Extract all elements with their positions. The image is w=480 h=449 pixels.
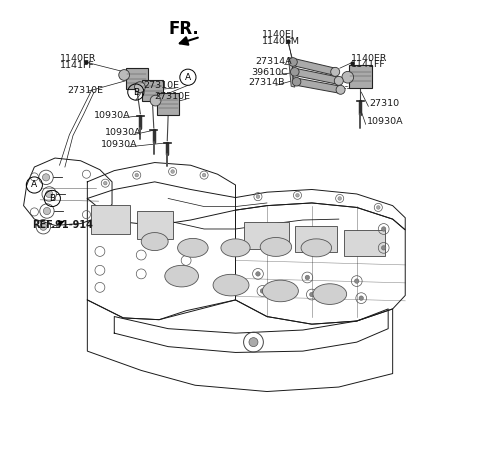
Text: 1140EJ: 1140EJ (262, 30, 294, 39)
Circle shape (292, 77, 301, 86)
Ellipse shape (178, 238, 208, 257)
Circle shape (104, 181, 107, 185)
Circle shape (305, 275, 310, 280)
Circle shape (46, 190, 53, 198)
Text: 10930A: 10930A (94, 110, 131, 119)
FancyBboxPatch shape (348, 65, 372, 88)
Polygon shape (294, 68, 339, 84)
Ellipse shape (221, 239, 250, 257)
Circle shape (331, 67, 340, 76)
Circle shape (288, 57, 297, 66)
Circle shape (256, 272, 260, 276)
Text: 1141FF: 1141FF (60, 61, 94, 70)
Circle shape (135, 173, 139, 177)
Ellipse shape (165, 265, 198, 287)
Circle shape (150, 95, 161, 106)
Ellipse shape (263, 280, 299, 302)
Text: 27310E: 27310E (155, 92, 191, 101)
Circle shape (202, 173, 206, 177)
Text: 27310E: 27310E (67, 86, 103, 95)
Polygon shape (296, 78, 341, 93)
FancyBboxPatch shape (126, 68, 147, 89)
Circle shape (310, 292, 314, 297)
Circle shape (338, 197, 341, 200)
Circle shape (171, 170, 174, 173)
Ellipse shape (213, 274, 249, 296)
Circle shape (249, 338, 258, 347)
Text: REF.91-914: REF.91-914 (33, 220, 94, 230)
Circle shape (42, 174, 49, 181)
Bar (91, 205, 131, 234)
Text: 27314B: 27314B (248, 78, 285, 87)
Circle shape (260, 289, 264, 293)
Text: 39610C: 39610C (251, 67, 288, 76)
Text: B: B (133, 88, 139, 97)
Bar (344, 230, 384, 256)
Text: 1140EM: 1140EM (262, 37, 300, 46)
Circle shape (290, 67, 299, 76)
Text: FR.: FR. (168, 20, 199, 38)
Text: A: A (185, 73, 191, 82)
Bar (295, 226, 337, 252)
Text: 27310: 27310 (369, 99, 399, 108)
Ellipse shape (301, 239, 332, 257)
Circle shape (43, 207, 50, 215)
Text: B: B (49, 194, 55, 203)
Circle shape (336, 85, 345, 94)
Circle shape (40, 223, 47, 230)
Circle shape (355, 279, 359, 283)
Bar (137, 211, 173, 239)
Polygon shape (292, 58, 336, 75)
Circle shape (256, 195, 260, 198)
Text: 1140ER: 1140ER (60, 54, 96, 63)
Ellipse shape (141, 233, 168, 251)
Text: 10930A: 10930A (101, 140, 137, 149)
Bar (244, 222, 289, 249)
Circle shape (376, 206, 380, 209)
Circle shape (359, 296, 363, 300)
Text: 1141FF: 1141FF (351, 60, 386, 69)
Ellipse shape (313, 284, 347, 304)
Ellipse shape (260, 238, 292, 256)
Circle shape (119, 70, 130, 80)
Circle shape (134, 82, 145, 92)
FancyBboxPatch shape (157, 93, 179, 115)
Circle shape (334, 76, 343, 85)
Circle shape (342, 71, 354, 83)
Text: 27314A: 27314A (256, 57, 292, 66)
Text: 10930A: 10930A (105, 128, 142, 136)
Circle shape (382, 227, 386, 231)
Text: 10930A: 10930A (367, 117, 403, 126)
Circle shape (382, 246, 386, 250)
FancyBboxPatch shape (142, 80, 163, 101)
Polygon shape (288, 57, 295, 87)
Text: 27310E: 27310E (144, 81, 180, 90)
Text: 1140ER: 1140ER (351, 53, 388, 62)
Circle shape (296, 194, 299, 197)
Text: A: A (31, 180, 37, 189)
